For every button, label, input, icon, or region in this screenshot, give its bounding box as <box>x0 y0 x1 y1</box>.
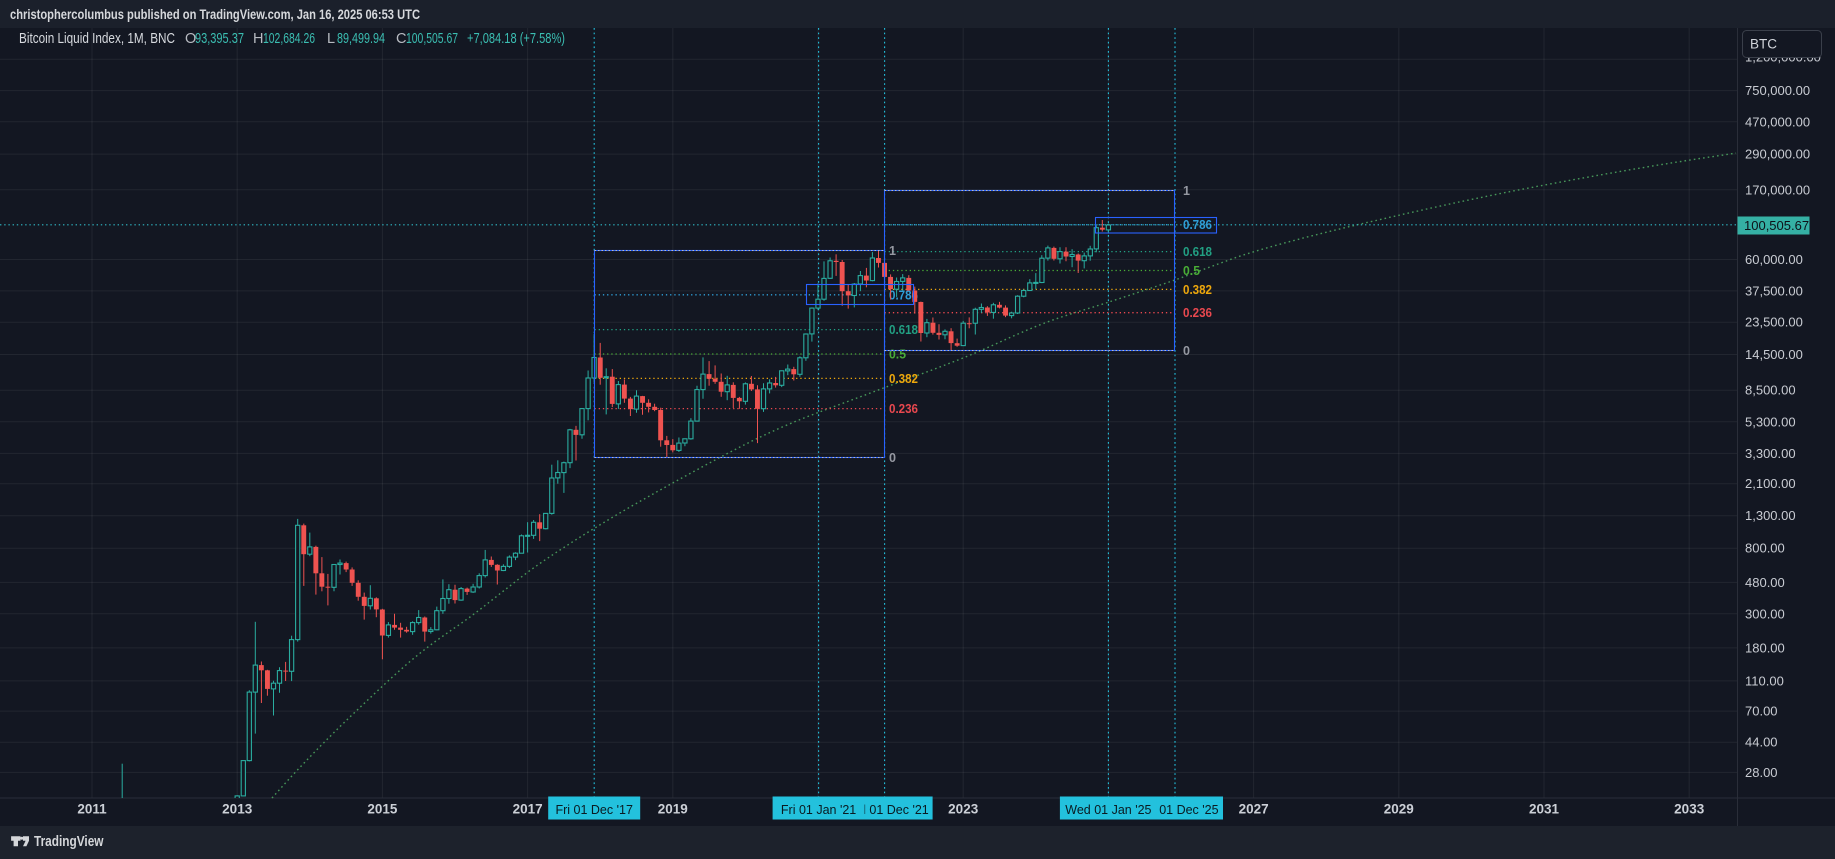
svg-text:2,100.00: 2,100.00 <box>1745 476 1796 491</box>
svg-text:christophercolumbus published: christophercolumbus published on Trading… <box>10 7 420 22</box>
svg-text:300.00: 300.00 <box>1745 606 1785 621</box>
svg-text:14,500.00: 14,500.00 <box>1745 347 1803 362</box>
svg-text:2019: 2019 <box>658 802 688 817</box>
svg-text:Wed 01 Jan '25: Wed 01 Jan '25 <box>1065 803 1151 817</box>
svg-text:0.786: 0.786 <box>1183 218 1212 232</box>
svg-text:0: 0 <box>889 451 896 465</box>
svg-text:1,300.00: 1,300.00 <box>1745 508 1796 523</box>
svg-text:1: 1 <box>889 244 896 258</box>
svg-text:3,300.00: 3,300.00 <box>1745 446 1796 461</box>
svg-text:BTC: BTC <box>1750 37 1777 52</box>
svg-text:37,500.00: 37,500.00 <box>1745 283 1803 298</box>
svg-text:0: 0 <box>1183 344 1190 358</box>
svg-text:44.00: 44.00 <box>1745 735 1778 750</box>
svg-text:Fri 01 Jan '21: Fri 01 Jan '21 <box>781 803 856 817</box>
svg-text:0.618: 0.618 <box>1183 245 1212 259</box>
svg-text:2015: 2015 <box>367 802 398 817</box>
svg-text:C: C <box>396 31 406 47</box>
svg-text:2033: 2033 <box>1674 802 1705 817</box>
svg-text:93,395.37: 93,395.37 <box>195 31 244 47</box>
svg-text:0.5: 0.5 <box>889 348 906 362</box>
svg-text:23,500.00: 23,500.00 <box>1745 315 1803 330</box>
svg-text:2011: 2011 <box>77 802 107 817</box>
svg-text:Fri 01 Dec '17: Fri 01 Dec '17 <box>555 803 632 817</box>
svg-text:0.236: 0.236 <box>1183 306 1212 320</box>
svg-text:0.236: 0.236 <box>889 402 918 416</box>
svg-text:100,505.67: 100,505.67 <box>1744 218 1809 233</box>
svg-text:89,499.94: 89,499.94 <box>337 31 385 47</box>
svg-text:2023: 2023 <box>948 802 979 817</box>
svg-text:+7,084.18 (+7.58%): +7,084.18 (+7.58%) <box>467 31 565 47</box>
svg-text:L: L <box>327 31 335 47</box>
svg-text:70.00: 70.00 <box>1745 704 1778 719</box>
svg-text:2017: 2017 <box>513 802 543 817</box>
svg-text:800.00: 800.00 <box>1745 541 1785 556</box>
svg-text:2027: 2027 <box>1239 802 1269 817</box>
svg-text:8,500.00: 8,500.00 <box>1745 383 1796 398</box>
svg-text:170,000.00: 170,000.00 <box>1745 182 1810 197</box>
svg-text:60,000.00: 60,000.00 <box>1745 252 1803 267</box>
svg-text:110.00: 110.00 <box>1745 673 1784 688</box>
svg-text:750,000.00: 750,000.00 <box>1745 83 1810 98</box>
svg-text:2031: 2031 <box>1529 802 1560 817</box>
svg-text:Bitcoin Liquid Index, 1M, BNC: Bitcoin Liquid Index, 1M, BNC <box>19 31 175 47</box>
svg-text:H: H <box>253 31 263 47</box>
svg-text:O: O <box>185 31 196 47</box>
svg-text:102,684.26: 102,684.26 <box>263 31 315 47</box>
svg-text:28.00: 28.00 <box>1745 765 1778 780</box>
svg-text:470,000.00: 470,000.00 <box>1745 114 1810 129</box>
svg-text:0.382: 0.382 <box>1183 283 1212 297</box>
svg-text:180.00: 180.00 <box>1745 640 1785 655</box>
svg-text:2029: 2029 <box>1384 802 1414 817</box>
svg-text:5,300.00: 5,300.00 <box>1745 414 1796 429</box>
svg-text:0.5: 0.5 <box>1183 264 1200 278</box>
svg-text:0.382: 0.382 <box>889 372 918 386</box>
svg-text:480.00: 480.00 <box>1745 575 1785 590</box>
svg-text:1: 1 <box>1183 184 1190 198</box>
svg-text:0.618: 0.618 <box>889 323 918 337</box>
svg-text:2013: 2013 <box>222 802 253 817</box>
svg-text:TradingView: TradingView <box>34 833 104 850</box>
svg-text:290,000.00: 290,000.00 <box>1745 147 1810 162</box>
svg-text:100,505.67: 100,505.67 <box>406 31 458 47</box>
